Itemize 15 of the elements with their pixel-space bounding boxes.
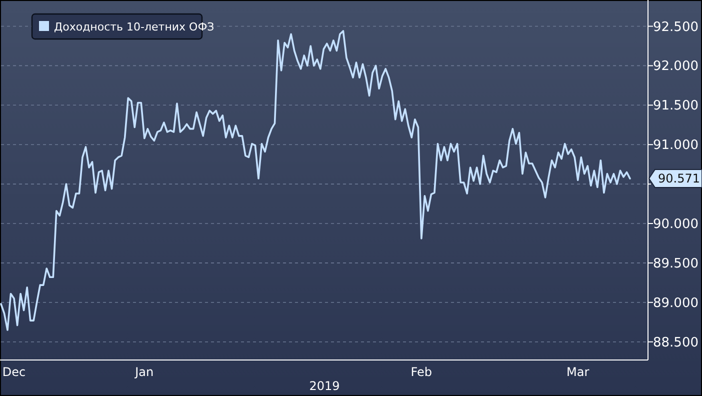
y-tick-label: 91.500 [653,98,698,114]
y-tick-label: 92.500 [653,20,698,35]
y-tick-label: 89.000 [653,296,698,311]
x-tick-label: Jan [134,365,154,379]
x-tick-label: Mar [566,365,590,379]
legend-label: Доходность 10-летних ОФЗ [54,20,214,34]
y-tick-label: 90.000 [653,217,698,232]
y-tick-label: 91.000 [653,138,698,154]
text: 90.571 [658,172,700,186]
x-axis-title: 2019 [309,379,340,393]
y-tick-label: 88.500 [653,335,698,350]
x-tick-label: Feb [410,365,432,379]
x-tick-label: Dec [2,365,26,379]
y-tick-label: 89.500 [653,256,698,272]
y-tick-label: 92.000 [653,59,698,74]
